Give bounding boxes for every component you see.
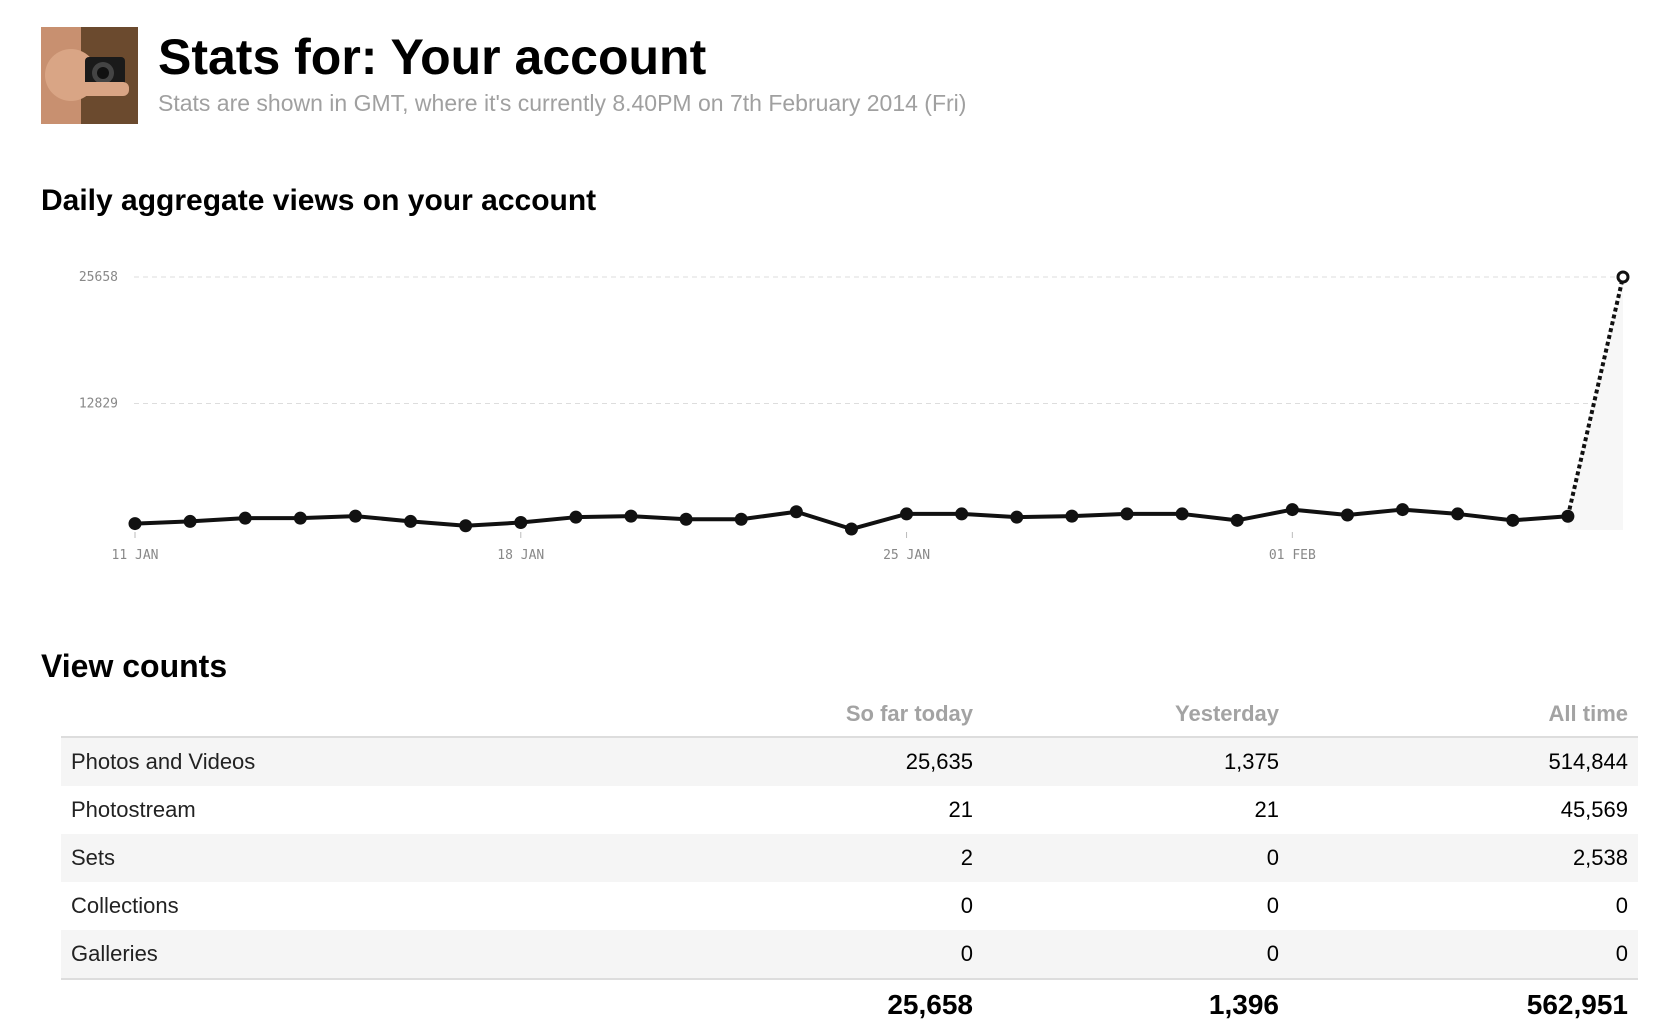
point xyxy=(734,512,748,526)
today-area xyxy=(1567,277,1623,530)
total-cell: 25,658 xyxy=(683,978,983,1030)
point xyxy=(1396,503,1410,517)
point xyxy=(679,512,693,526)
column-header: All time xyxy=(1289,701,1638,738)
chart-title: Daily aggregate views on your account xyxy=(41,184,597,217)
point xyxy=(1285,503,1299,517)
chart: 12829 25658 11 JAN 18 JAN 25 JAN 01 FEB xyxy=(79,270,1630,563)
cell: 0 xyxy=(1615,893,1628,918)
column-header: Yesterday xyxy=(983,701,1289,738)
header-cell xyxy=(61,701,683,738)
header-row: So far today Yesterday All time xyxy=(61,701,1638,738)
x-tick-label: 18 JAN xyxy=(497,548,544,563)
totals-cell xyxy=(61,978,683,1030)
cell: 2,538 xyxy=(1289,834,1638,882)
point xyxy=(844,522,858,536)
table-row: Photos and Videos 25,635 1,375 514,844 xyxy=(61,737,1638,786)
row-label: Photos and Videos xyxy=(61,737,683,786)
x-tick-label: 25 JAN xyxy=(883,548,930,563)
point xyxy=(1120,507,1134,521)
point xyxy=(569,510,583,524)
point xyxy=(1010,510,1024,524)
point xyxy=(1230,513,1244,527)
point xyxy=(348,509,362,523)
point xyxy=(293,511,307,525)
view-counts-table: So far today Yesterday All time Photos and… xyxy=(61,701,1638,1030)
cell: 514,844 xyxy=(1289,737,1638,786)
totals-row: 25,658 1,396 562,951 xyxy=(61,978,1638,1030)
x-tick-label: 11 JAN xyxy=(112,548,159,563)
y-tick-label: 25658 xyxy=(79,270,118,285)
point xyxy=(404,514,418,528)
point xyxy=(1616,270,1630,284)
cell: 0 xyxy=(960,893,973,918)
point xyxy=(183,514,197,528)
table-row: Collections 0 0 0 xyxy=(61,882,1638,930)
row-label: Collections xyxy=(71,893,179,918)
page-title: Stats for: Your account xyxy=(158,29,707,85)
cell: 45,569 xyxy=(1560,797,1628,822)
table-title: View counts xyxy=(41,648,228,684)
point xyxy=(1506,513,1520,527)
point xyxy=(1175,507,1189,521)
point xyxy=(1561,509,1575,523)
cell: 21 xyxy=(1254,797,1279,822)
row-label: Photostream xyxy=(71,797,196,822)
cell: 21 xyxy=(948,797,973,822)
point xyxy=(1451,507,1465,521)
avatar[interactable] xyxy=(41,27,138,124)
point xyxy=(459,519,473,533)
point xyxy=(789,505,803,519)
table-row: Galleries 0 0 0 xyxy=(61,930,1638,979)
cell: 0 xyxy=(983,930,1289,979)
cell: 0 xyxy=(1266,893,1279,918)
cell: 2 xyxy=(683,834,983,882)
total-cell: 562,951 xyxy=(1289,978,1638,1030)
point xyxy=(1065,509,1079,523)
point xyxy=(238,511,252,525)
point xyxy=(900,507,914,521)
row-label: Sets xyxy=(61,834,683,882)
table-row: Sets 2 0 2,538 xyxy=(61,834,1638,882)
point xyxy=(955,507,969,521)
y-tick-label: 12829 xyxy=(79,397,118,412)
point xyxy=(1340,508,1354,522)
cell: 0 xyxy=(683,930,983,979)
point xyxy=(128,517,142,531)
table-row: Photostream 21 21 45,569 xyxy=(61,786,1638,834)
point xyxy=(514,516,528,530)
total-cell: 1,396 xyxy=(983,978,1289,1030)
table-body: Photos and Videos 25,635 1,375 514,844 Photo… xyxy=(61,737,1638,979)
row-label: Galleries xyxy=(61,930,683,979)
cell: 0 xyxy=(1289,930,1638,979)
line-partial xyxy=(1565,276,1625,517)
cell: 1,375 xyxy=(983,737,1289,786)
cell: 0 xyxy=(983,834,1289,882)
subtitle: Stats are shown in GMT, where it's curre… xyxy=(158,90,967,116)
cell: 25,635 xyxy=(683,737,983,786)
point xyxy=(624,509,638,523)
column-header: So far today xyxy=(683,701,983,738)
x-tick-label: 01 FEB xyxy=(1269,548,1316,563)
